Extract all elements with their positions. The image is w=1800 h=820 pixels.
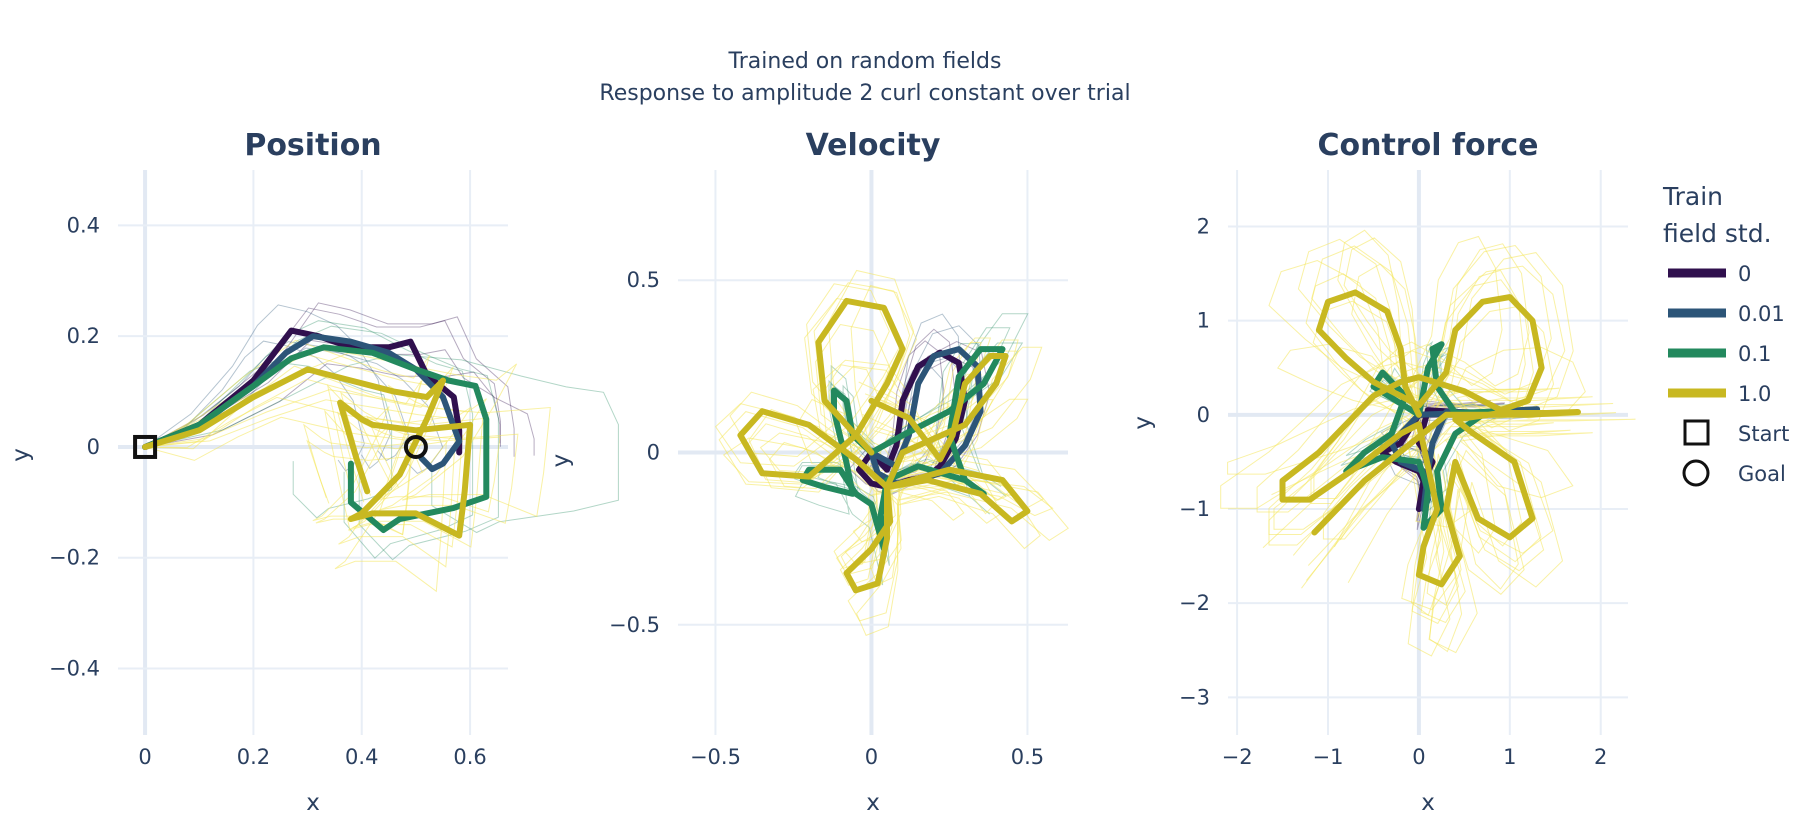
x-tick-label: 0 — [865, 745, 878, 769]
figure-title-line2: Response to amplitude 2 curl constant ov… — [599, 81, 1130, 106]
x-axis-label: x — [866, 790, 880, 816]
x-tick-label: 1 — [1503, 745, 1516, 769]
y-tick-label: −0.4 — [49, 657, 100, 681]
panel-title: Velocity — [806, 128, 941, 163]
trial-trace — [144, 304, 391, 470]
start-marker — [133, 434, 158, 459]
trial-trace — [1273, 300, 1593, 624]
legend-label-start: Start — [1738, 422, 1789, 446]
legend-label: 1.0 — [1738, 382, 1771, 406]
y-tick-label: −2 — [1179, 591, 1210, 615]
series-line-1.0 — [737, 297, 1031, 594]
trial-trace — [718, 282, 1069, 622]
legend-title-line1: Train — [1662, 182, 1723, 211]
trial-trace — [145, 365, 447, 593]
legend-label: 0.1 — [1738, 342, 1771, 366]
y-tick-label: 0 — [1197, 403, 1210, 427]
panel-0: 0 0.2 0.4 0.6 −0.4 −0.2 0 0.2 0.4 Position x y — [8, 128, 619, 816]
goal-marker — [403, 434, 428, 459]
trial-traces — [1220, 229, 1636, 657]
series-line-0.1 — [142, 344, 490, 533]
figure-title-line1: Trained on random fields — [728, 49, 1002, 74]
y-tick-label: −3 — [1179, 685, 1210, 709]
legend: Train field std. 0 0.01 0.1 1.0 Start Goal — [1662, 182, 1789, 487]
y-tick-label: −0.2 — [49, 546, 100, 570]
y-tick-label: 0.5 — [627, 268, 660, 292]
trial-trace — [1313, 237, 1560, 606]
series-line-1.0 — [1279, 289, 1581, 588]
legend-goal-marker — [1682, 459, 1710, 487]
x-tick-label: 0.5 — [1011, 745, 1044, 769]
y-tick-label: 2 — [1197, 215, 1210, 239]
trial-trace — [714, 297, 1045, 576]
y-tick-label: 0 — [647, 441, 660, 465]
y-tick-label: 1 — [1197, 309, 1210, 333]
y-tick-label: 0 — [87, 435, 100, 459]
series-line-0 — [856, 349, 968, 490]
x-tick-label: −2 — [1222, 745, 1253, 769]
x-tick-label: 0 — [138, 745, 151, 769]
x-tick-label: 2 — [1594, 745, 1607, 769]
y-tick-label: 0.2 — [67, 324, 100, 348]
panel-1: −0.5 0 0.5 −0.5 0 0.5 Velocity x y — [548, 128, 1069, 816]
trial-trace — [144, 307, 501, 448]
trial-trace — [144, 341, 410, 462]
legend-title-line2: field std. — [1663, 219, 1772, 248]
y-axis-label: y — [1130, 416, 1156, 430]
x-tick-label: −0.5 — [690, 745, 741, 769]
trial-trace — [144, 416, 412, 536]
legend-items: 0 0.01 0.1 1.0 Start Goal — [1668, 262, 1789, 487]
panel-2: −2 −1 0 1 2 −3 −2 −1 0 1 2 Control force x y — [1130, 128, 1636, 816]
x-axis-label: x — [1421, 790, 1435, 816]
trial-trace — [145, 378, 464, 548]
y-tick-label: −0.5 — [609, 613, 660, 637]
legend-label: 0 — [1738, 262, 1751, 286]
trial-trace — [1220, 259, 1614, 611]
y-axis-label: y — [8, 448, 34, 462]
panel-title: Control force — [1317, 128, 1538, 163]
x-tick-label: 0.6 — [453, 745, 486, 769]
y-tick-label: 0.4 — [67, 213, 100, 237]
panel-title: Position — [244, 128, 381, 163]
trial-trace — [144, 340, 365, 472]
trial-trace — [145, 396, 413, 536]
series-line-1.0 — [142, 366, 474, 539]
x-tick-label: 0.4 — [345, 745, 378, 769]
trial-trace — [144, 325, 499, 561]
legend-label-goal: Goal — [1738, 462, 1786, 486]
x-tick-label: −1 — [1313, 745, 1344, 769]
trial-trace — [144, 339, 501, 448]
x-tick-label: 0 — [1412, 745, 1425, 769]
trial-trace — [1256, 238, 1593, 625]
x-axis-label: x — [306, 790, 320, 816]
y-axis-label: y — [548, 454, 574, 468]
legend-label: 0.01 — [1738, 302, 1785, 326]
y-tick-label: −1 — [1179, 497, 1210, 521]
legend-start-marker — [1683, 419, 1710, 446]
x-tick-label: 0.2 — [237, 745, 270, 769]
